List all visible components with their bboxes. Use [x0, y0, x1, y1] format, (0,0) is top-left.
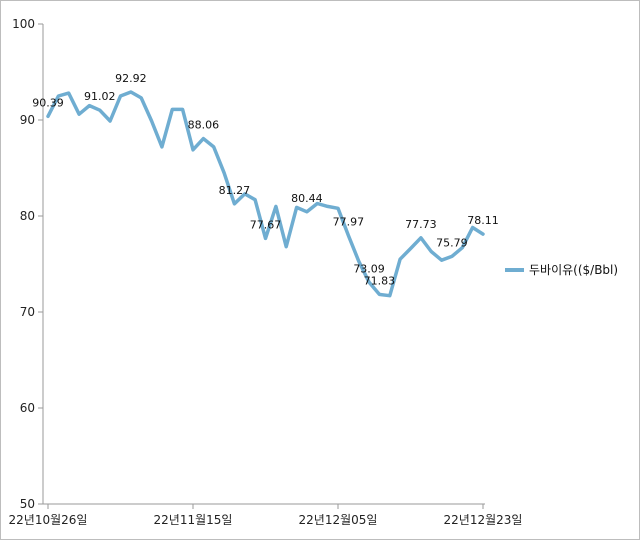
y-tick-label: 50 [20, 497, 35, 511]
data-label: 77.97 [333, 215, 365, 228]
data-label: 77.73 [405, 218, 437, 231]
legend: 두바이유(($/Bbl) [505, 263, 618, 277]
data-labels: 90.39 91.02 92.92 88.06 81.27 77.67 80.44 77.97… [32, 72, 499, 287]
data-label: 73.09 [353, 262, 385, 275]
data-label: 75.79 [436, 236, 468, 249]
x-ticks: 22년10월26일 22년11월15일 22년12월05일 22년12월23일 [9, 504, 523, 527]
legend-label: 두바이유(($/Bbl) [529, 263, 618, 277]
data-label: 88.06 [188, 119, 220, 132]
y-tick-label: 80 [20, 209, 35, 223]
y-tick-label: 70 [20, 305, 35, 319]
x-tick-label: 22년10월26일 [9, 513, 88, 527]
axes [42, 24, 485, 505]
data-label: 80.44 [291, 192, 323, 205]
series-group [46, 90, 485, 298]
y-tick-label: 60 [20, 401, 35, 415]
y-tick-label: 90 [20, 113, 35, 127]
series-line-dubai [46, 90, 485, 298]
x-tick-label: 22년11월15일 [154, 513, 233, 527]
data-label: 71.83 [364, 274, 396, 287]
y-tick-label: 100 [12, 17, 35, 31]
data-label: 90.39 [32, 96, 64, 109]
data-label: 91.02 [84, 90, 116, 103]
x-tick-label: 22년12월23일 [444, 513, 523, 527]
data-label: 92.92 [115, 72, 147, 85]
y-ticks: 50 60 70 80 90 100 [12, 17, 43, 511]
data-label: 77.67 [250, 218, 282, 231]
data-label: 81.27 [219, 184, 251, 197]
x-tick-label: 22년12월05일 [299, 513, 378, 527]
data-label: 78.11 [467, 214, 499, 227]
